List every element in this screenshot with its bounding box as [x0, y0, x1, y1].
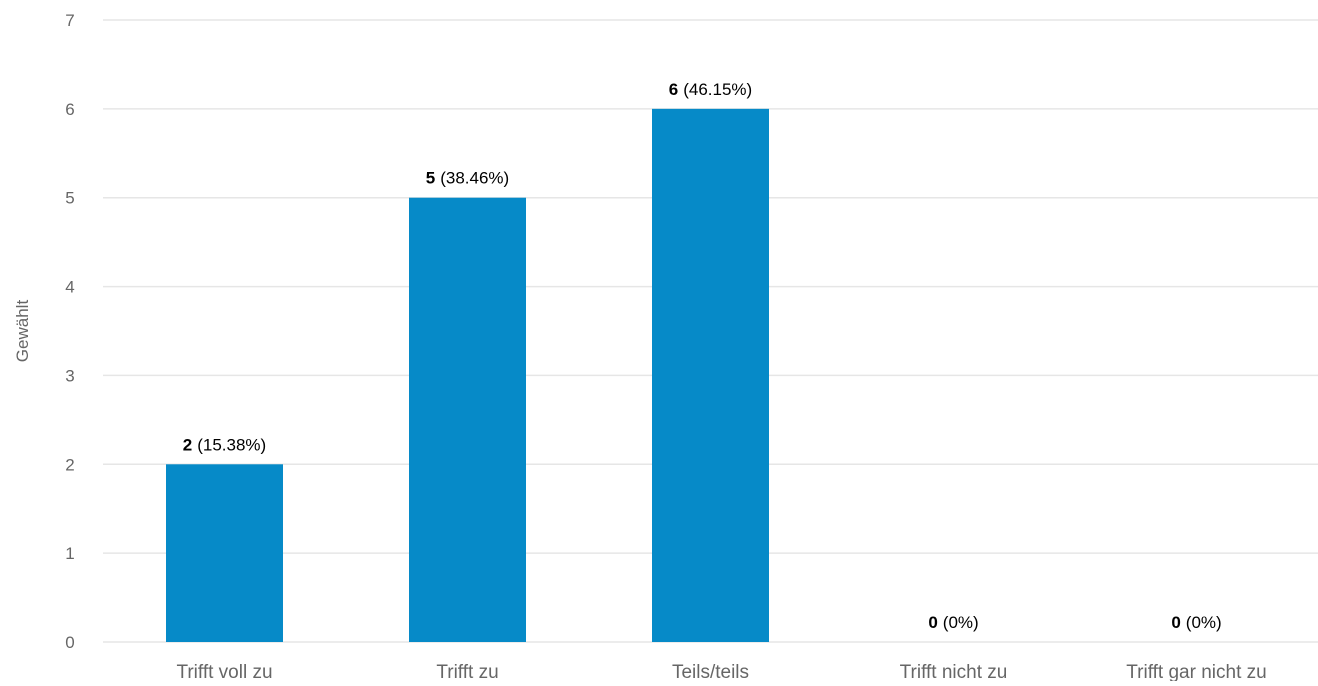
y-tick-label: 5 [65, 189, 74, 208]
data-label-count: 0 [1171, 613, 1180, 632]
data-label: 6 (46.15%) [669, 80, 752, 99]
data-label-percent: (46.15%) [683, 80, 752, 99]
data-label-percent: (15.38%) [197, 435, 266, 454]
x-tick-label: Trifft zu [436, 662, 498, 681]
y-tick-label: 0 [65, 633, 74, 652]
y-tick-label: 2 [65, 455, 74, 474]
x-tick-label: Trifft nicht zu [900, 662, 1008, 681]
y-tick-label: 4 [65, 278, 74, 297]
data-label-count: 2 [183, 435, 192, 454]
y-tick-label: 7 [65, 11, 74, 30]
bars [166, 108, 769, 643]
bar [166, 464, 283, 642]
data-label-percent: (0%) [1186, 613, 1222, 632]
data-label-count: 6 [669, 80, 678, 99]
y-axis-ticks: 0 1 2 3 4 5 6 7 [65, 11, 74, 652]
x-axis-ticks: Trifft voll zu Trifft zu Teils/teils Trifft… [176, 662, 1266, 683]
data-label-count: 0 [928, 613, 937, 632]
data-label-percent: (38.46%) [440, 169, 509, 188]
data-label-count: 5 [426, 169, 435, 188]
data-labels: 2 (15.38%) 5 (38.46%) 6 (46.15%) 0 (0%) 0 (0%) [183, 80, 1222, 632]
data-label: 0 (0%) [1171, 613, 1221, 632]
x-tick-label: Teils/teils [672, 662, 749, 681]
x-tick-label: Trifft voll zu [176, 662, 272, 681]
bar [409, 197, 526, 642]
x-tick-label: Trifft gar nicht zu [1126, 662, 1266, 681]
y-tick-label: 3 [65, 366, 74, 385]
y-tick-label: 1 [65, 544, 74, 563]
data-label: 2 (15.38%) [183, 435, 266, 454]
y-axis-label: Gewählt [13, 300, 32, 363]
data-label: 0 (0%) [928, 613, 978, 632]
bar [652, 108, 769, 643]
y-tick-label: 6 [65, 100, 74, 119]
data-label-percent: (0%) [943, 613, 979, 632]
data-label: 5 (38.46%) [426, 169, 509, 188]
